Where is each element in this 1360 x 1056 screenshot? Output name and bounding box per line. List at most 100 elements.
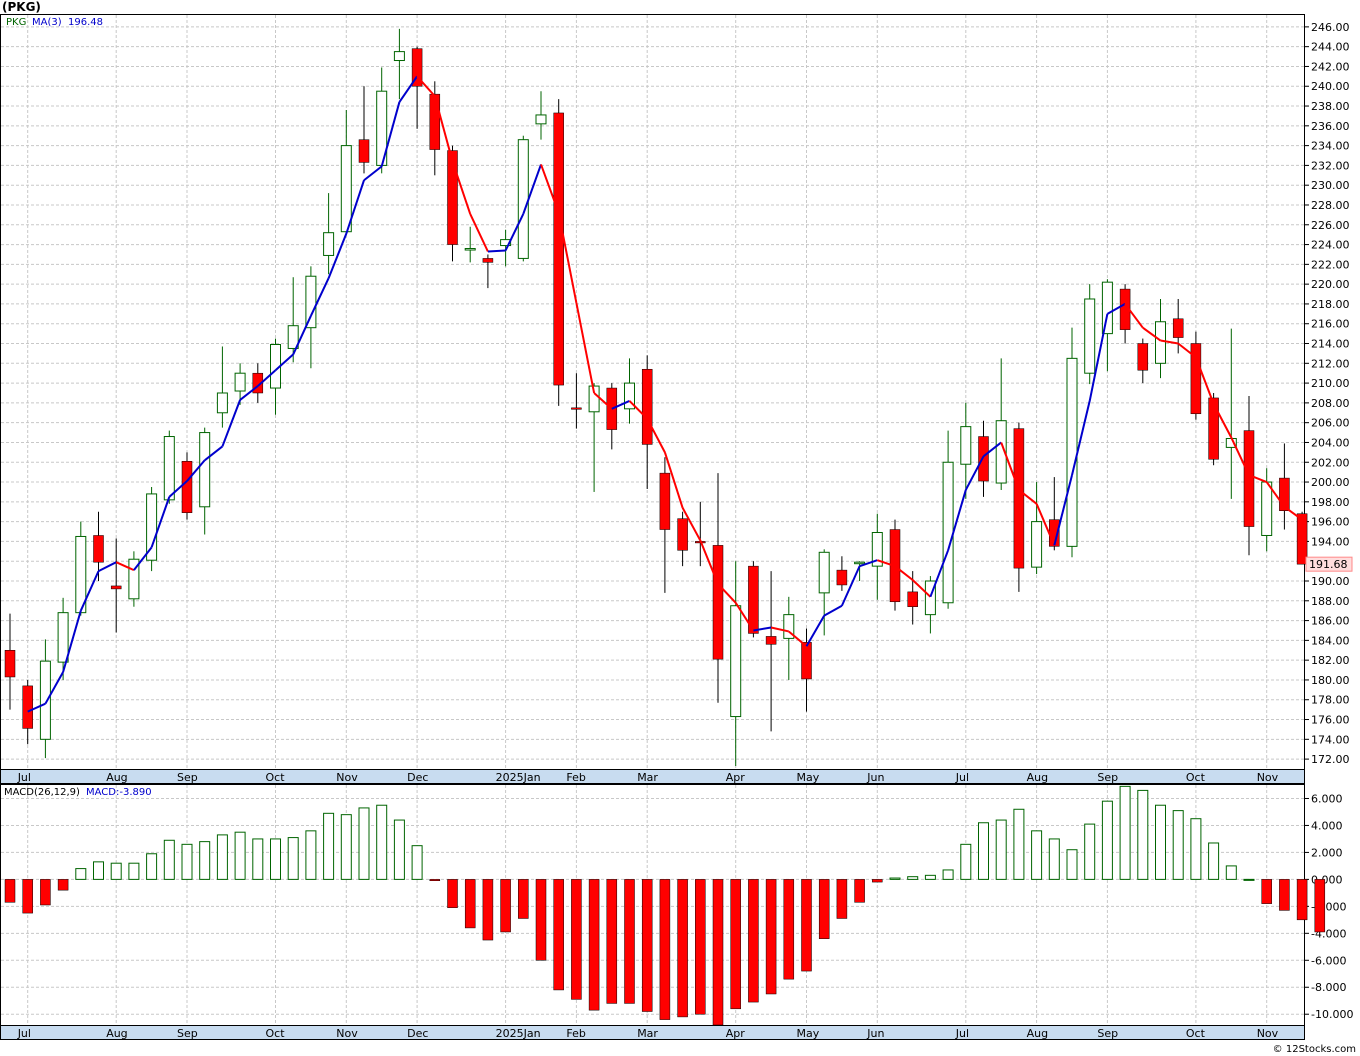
ma-segment [947,489,967,551]
price-tick-label: 180.00 [1311,674,1350,687]
macd-bar [907,876,919,880]
price-tick-label: 246.00 [1311,21,1350,34]
month-label: Sep [1097,1027,1118,1040]
macd-bar [1172,810,1184,880]
price-tick-label: 174.00 [1311,733,1350,746]
price-tick-label: 222.00 [1311,258,1350,271]
ma-segment [168,480,188,498]
month-label: Mar [637,771,658,784]
month-label: Oct [266,1027,286,1040]
macd-bar [447,879,458,908]
candle [730,561,742,767]
candle-body [1243,430,1255,527]
macd-bar [1190,818,1202,880]
month-label: Sep [177,771,198,784]
candle [553,99,564,406]
legend-macd-value: MACD:-3.890 [86,787,152,798]
candle-body [836,569,848,586]
macd-bar [270,838,281,880]
macd-bar [1119,785,1131,880]
candle [181,452,193,520]
candle [801,628,812,712]
candle [358,86,370,174]
candle-body [146,493,158,561]
price-tick-label: 244.00 [1311,41,1350,54]
ma-segment [292,315,312,355]
price-tick-label: 198.00 [1311,496,1350,509]
candle-body [677,518,688,551]
candle [234,363,246,405]
macd-bar [1031,830,1043,880]
legend-symbol: PKG [6,17,26,28]
candle-body [39,660,51,740]
macd-axis: 6.0004.0002.0000.000-2.000-4.000-6.000-8… [1304,792,1353,1021]
candle [960,402,972,499]
candle-body [4,650,16,678]
ma-segment [823,604,843,617]
macd-bar [518,879,529,919]
price-tick-label: 204.00 [1311,436,1350,449]
candle [641,355,653,489]
ma-segment [345,179,365,234]
ma-segment [451,161,472,215]
candle [128,551,140,607]
month-label: Nov [1257,1027,1279,1040]
candle-body [748,565,759,634]
candle [393,28,405,100]
macd-bar [234,831,246,880]
candle-body [1137,343,1149,371]
ma-segment [204,445,224,462]
candle [57,597,69,680]
month-label: Dec [407,1027,428,1040]
candle [765,571,777,732]
candle-body [199,432,211,508]
candle [1155,298,1166,379]
candle-body [110,585,122,590]
chart-title: (PKG) [2,0,41,14]
ma-segment [717,583,737,604]
candle [447,145,458,262]
ma-segment [239,385,259,401]
macd-bar [801,879,812,972]
macd-bar [924,874,936,880]
macd-bar [641,879,653,1012]
month-label: Sep [1097,771,1118,784]
macd-bar [287,837,299,880]
candle-body [358,139,370,163]
ma-segment [433,95,454,162]
ma-segment [487,249,506,253]
macd-tick-label: 2.000 [1311,846,1343,859]
price-candles [4,28,1308,767]
candle-body [1208,397,1219,460]
candle [199,427,211,535]
macd-bar [57,879,69,891]
macd-bar [1137,789,1149,880]
macd-bar [1208,842,1220,880]
macd-bar [1084,823,1096,880]
candle [588,383,600,492]
price-tick-label: 202.00 [1311,456,1350,469]
candle [571,373,582,429]
candle-body [128,558,140,600]
candle [1137,338,1149,384]
macd-bar [712,879,724,1026]
candle [517,135,529,262]
ma-segment [380,101,401,167]
candle-body [323,232,335,256]
ma-segment [133,546,153,571]
candle-body [393,51,405,62]
candle [1031,482,1043,575]
ma-segment [221,399,242,447]
month-label: 2025Jan [496,771,541,784]
price-tick-label: 226.00 [1311,219,1350,232]
candle-body [447,150,458,245]
candle-body [464,248,476,251]
ma-segment [859,559,878,568]
macd-bar [358,807,370,880]
macd-bar [181,843,193,880]
price-tick-label: 212.00 [1311,357,1350,370]
month-label: Oct [1186,1027,1206,1040]
candle-body [641,368,653,445]
macd-month-labels: Jul Aug Sep Oct Nov Dec 2025Jan Feb Mar Apr May Jun… [17,1027,1279,1040]
